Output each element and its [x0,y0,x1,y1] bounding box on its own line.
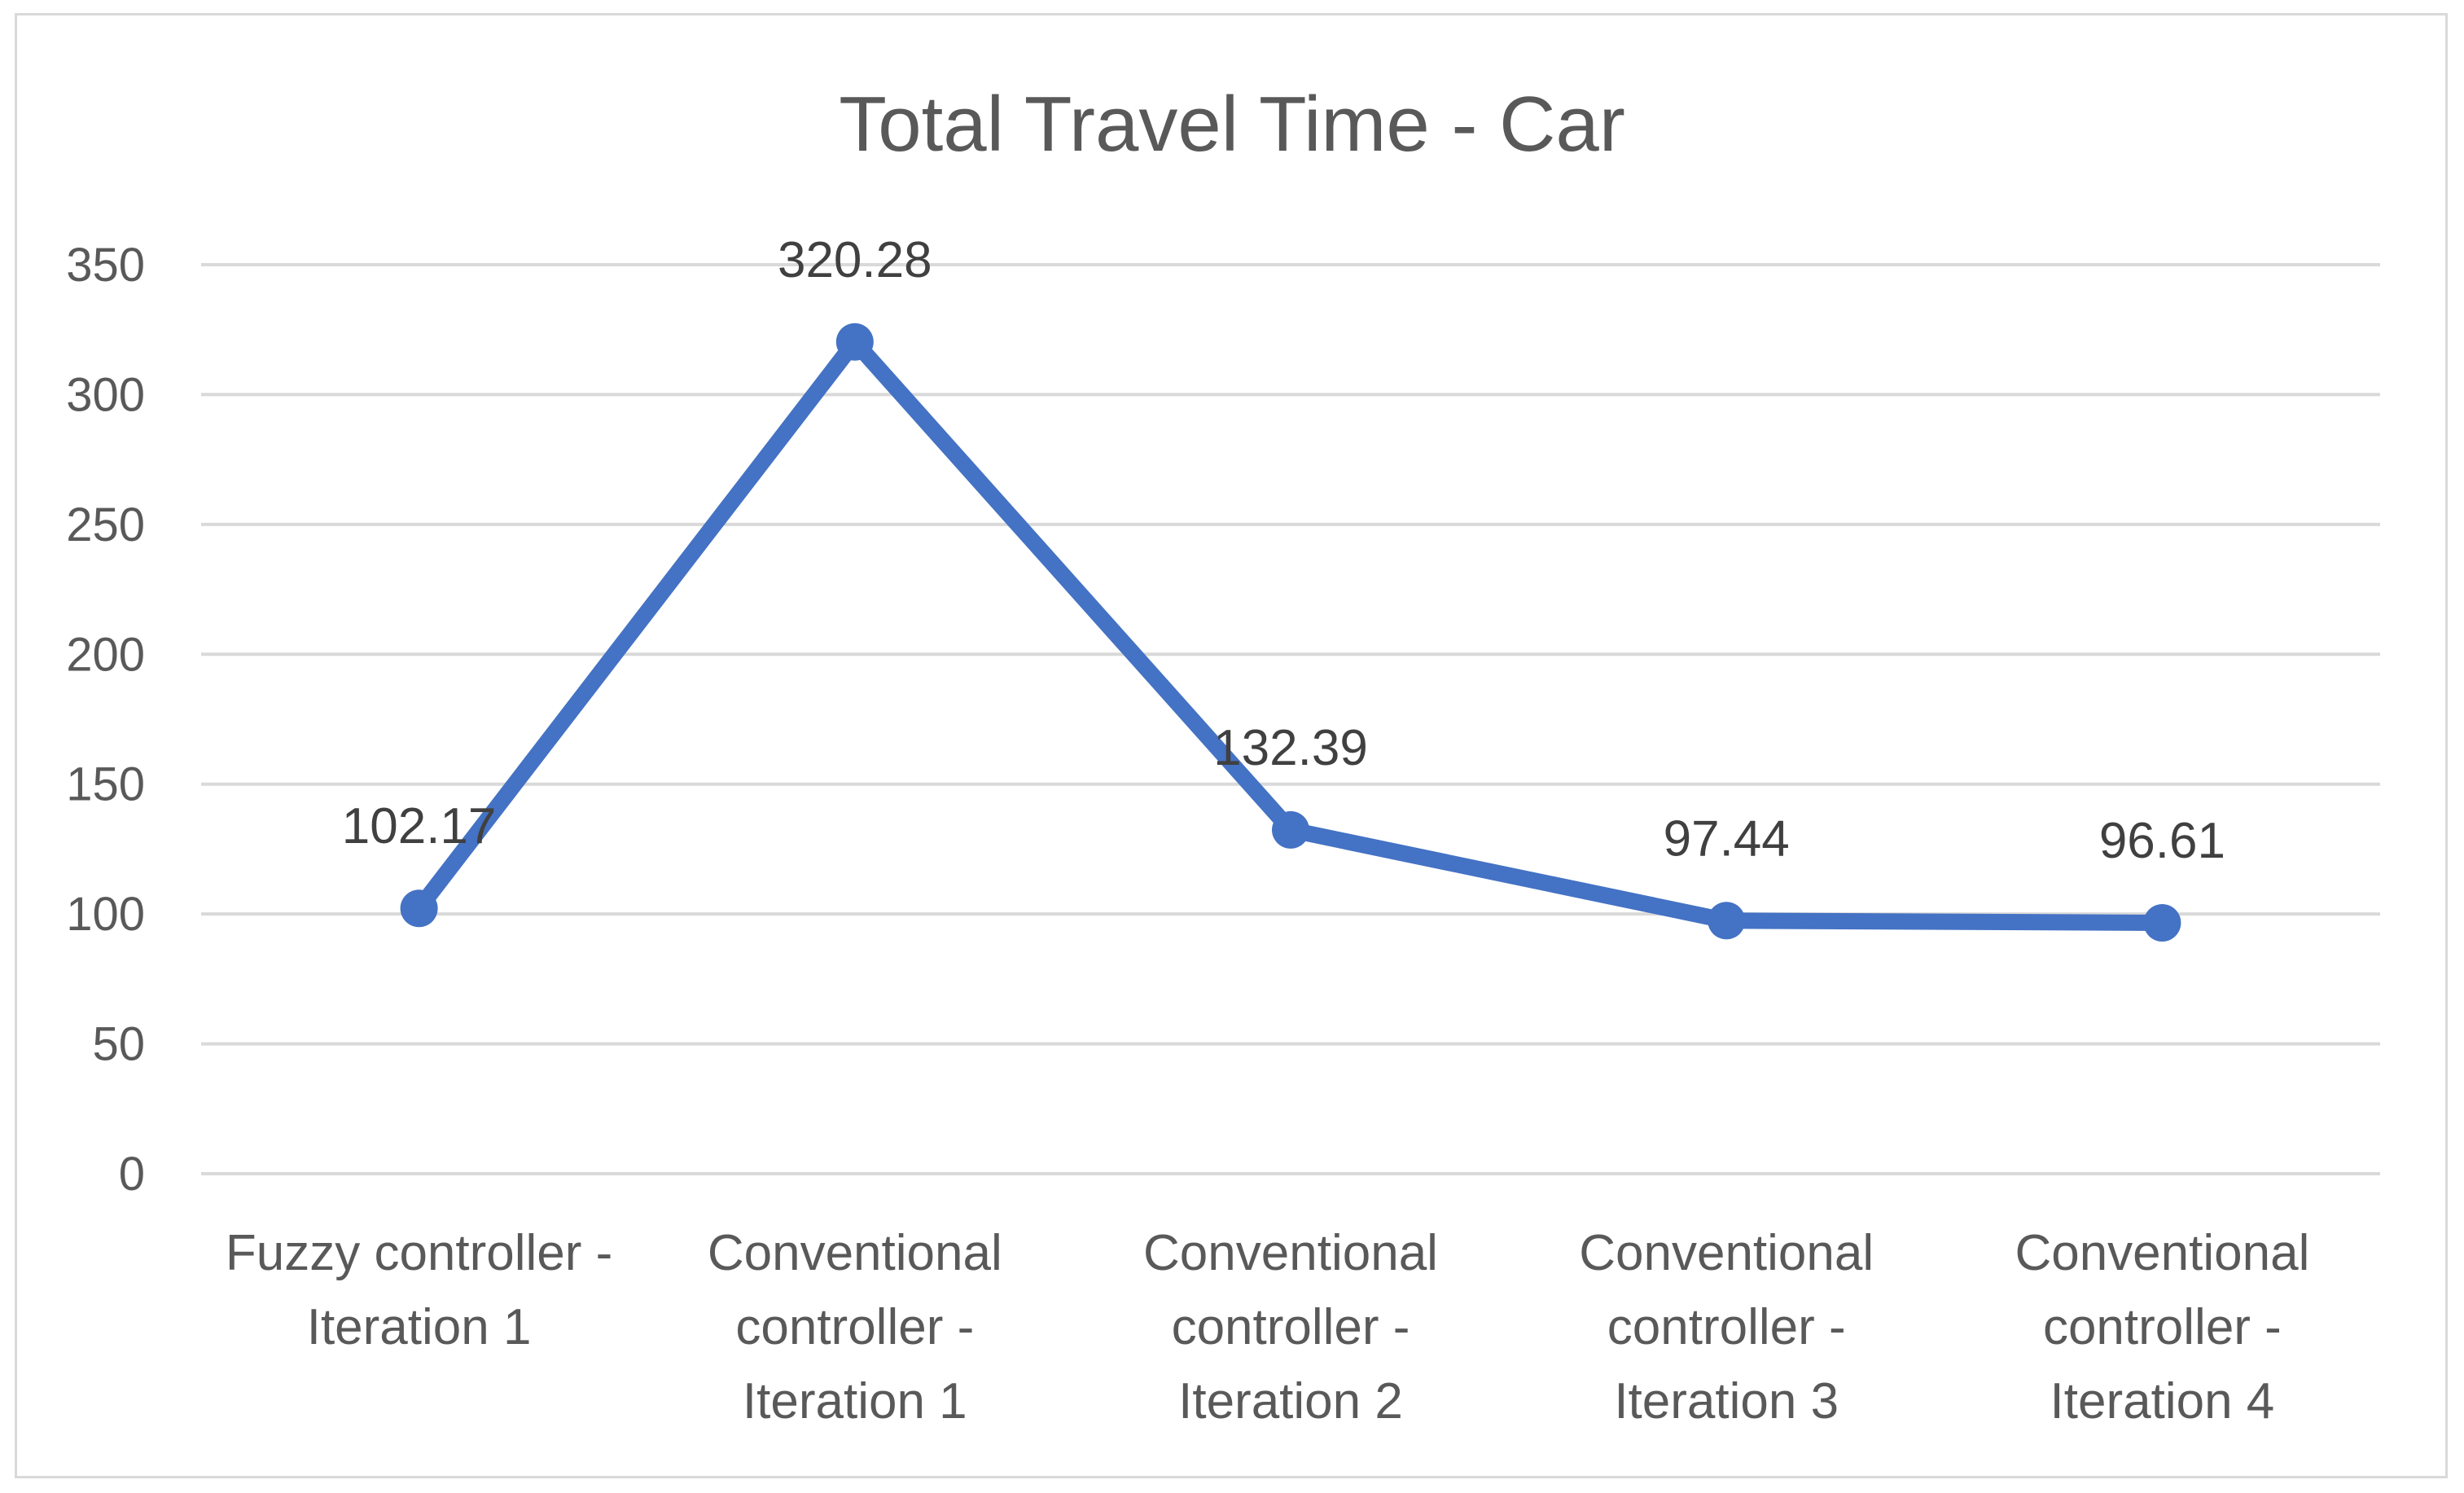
y-tick-label: 150 [66,758,145,811]
data-point [2143,903,2181,942]
data-label: 102.17 [342,798,497,854]
x-category-label: Iteration 1 [307,1299,532,1355]
x-category-label: Iteration 3 [1614,1373,1839,1429]
y-tick-label: 200 [66,628,145,681]
x-category-label: Conventional [2015,1225,2309,1281]
y-tick-label: 350 [66,239,145,292]
data-label: 132.39 [1213,720,1368,776]
x-category-label: controller - [2043,1299,2282,1355]
data-point [1272,810,1309,849]
x-category-label: Iteration 2 [1178,1373,1403,1429]
y-tick-label: 100 [66,888,145,941]
x-category-label: controller - [1172,1299,1410,1355]
x-category-label: Conventional [1143,1225,1438,1281]
x-category-label: controller - [1607,1299,1846,1355]
data-point [400,889,438,928]
data-label: 97.44 [1664,810,1790,867]
data-label: 320.28 [778,232,932,288]
x-category-label: Conventional [1579,1225,1874,1281]
y-tick-label: 250 [66,498,145,551]
x-category-label: Fuzzy controller - [226,1225,612,1281]
x-category-label: Iteration 1 [743,1373,967,1429]
x-category-label: Iteration 4 [2050,1373,2275,1429]
x-category-label: controller - [735,1299,974,1355]
chart-frame [15,13,2448,1478]
y-tick-label: 0 [119,1148,145,1201]
data-point [1708,902,1746,940]
chart-title: Total Travel Time - Car [839,81,1625,168]
data-label: 96.61 [2099,813,2225,869]
data-point [835,323,874,361]
y-tick-label: 50 [92,1018,145,1071]
y-tick-label: 300 [66,368,145,421]
x-category-label: Conventional [708,1225,1002,1281]
